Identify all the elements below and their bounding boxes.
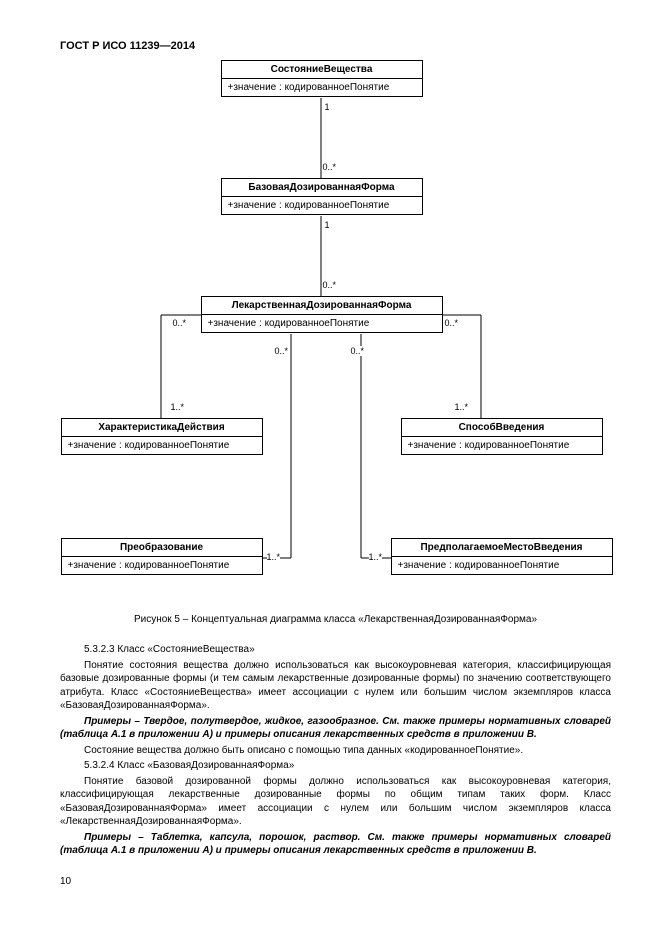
mult-label: 0..* bbox=[275, 346, 289, 356]
uml-class-sposob: СпособВведения +значение : кодированноеП… bbox=[401, 418, 603, 455]
uml-title: Преобразование bbox=[62, 539, 262, 557]
para-example: Примеры – Твердое, полутвердое, жидкое, … bbox=[60, 715, 611, 742]
uml-attr: +значение : кодированноеПонятие bbox=[402, 437, 602, 454]
uml-attr: +значение : кодированноеПонятие bbox=[202, 315, 442, 332]
uml-attr: +значение : кодированноеПонятие bbox=[62, 557, 262, 574]
mult-label: 0..* bbox=[173, 318, 187, 328]
mult-label: 1..* bbox=[369, 552, 383, 562]
uml-attr: +значение : кодированноеПонятие bbox=[62, 437, 262, 454]
mult-label: 1 bbox=[325, 102, 330, 112]
uml-attr: +значение : кодированноеПонятие bbox=[222, 197, 422, 214]
uml-class-bazovaya: БазоваяДозированнаяФорма +значение : код… bbox=[221, 178, 423, 215]
uml-class-preobrazovanie: Преобразование +значение : кодированноеП… bbox=[61, 538, 263, 575]
uml-class-kharakteristika: ХарактеристикаДействия +значение : кодир… bbox=[61, 418, 263, 455]
figure-caption: Рисунок 5 – Концептуальная диаграмма кла… bbox=[60, 614, 611, 625]
uml-title: БазоваяДозированнаяФорма bbox=[222, 179, 422, 197]
mult-label: 1 bbox=[325, 220, 330, 230]
para: Понятие базовой дозированной формы должн… bbox=[60, 775, 611, 829]
page-number: 10 bbox=[60, 876, 611, 887]
para: Понятие состояния вещества должно исполь… bbox=[60, 659, 611, 713]
body-text: 5.3.2.3 Класс «СостояниеВещества» Поняти… bbox=[60, 643, 611, 858]
mult-label: 0..* bbox=[323, 162, 337, 172]
uml-diagram: СостояниеВещества +значение : кодированн… bbox=[61, 60, 611, 600]
mult-label: 0..* bbox=[323, 280, 337, 290]
uml-attr: +значение : кодированноеПонятие bbox=[222, 79, 422, 96]
mult-label: 0..* bbox=[351, 346, 365, 356]
uml-attr: +значение : кодированноеПонятие bbox=[392, 557, 612, 574]
uml-class-sostoyanie: СостояниеВещества +значение : кодированн… bbox=[221, 60, 423, 97]
uml-class-predpolagaemoe: ПредполагаемоеМестоВведения +значение : … bbox=[391, 538, 613, 575]
para-example: Примеры – Таблетка, капсула, порошок, ра… bbox=[60, 831, 611, 858]
uml-class-lekarstvennaya: ЛекарственнаяДозированнаяФорма +значение… bbox=[201, 296, 443, 333]
para: Состояние вещества должно быть описано с… bbox=[60, 744, 611, 758]
mult-label: 1..* bbox=[171, 402, 185, 412]
mult-label: 1..* bbox=[455, 402, 469, 412]
uml-title: СпособВведения bbox=[402, 419, 602, 437]
uml-title: ЛекарственнаяДозированнаяФорма bbox=[202, 297, 442, 315]
uml-title: ХарактеристикаДействия bbox=[62, 419, 262, 437]
page-header: ГОСТ Р ИСО 11239—2014 bbox=[60, 40, 611, 52]
uml-title: ПредполагаемоеМестоВведения bbox=[392, 539, 612, 557]
document-page: ГОСТ Р ИСО 11239—2014 СостояниеВещества … bbox=[0, 0, 661, 917]
uml-title: СостояниеВещества bbox=[222, 61, 422, 79]
mult-label: 0..* bbox=[445, 318, 459, 328]
para-heading: 5.3.2.4 Класс «БазоваяДозированнаяФорма» bbox=[60, 759, 611, 773]
para-heading: 5.3.2.3 Класс «СостояниеВещества» bbox=[60, 643, 611, 657]
mult-label: 1..* bbox=[267, 552, 281, 562]
